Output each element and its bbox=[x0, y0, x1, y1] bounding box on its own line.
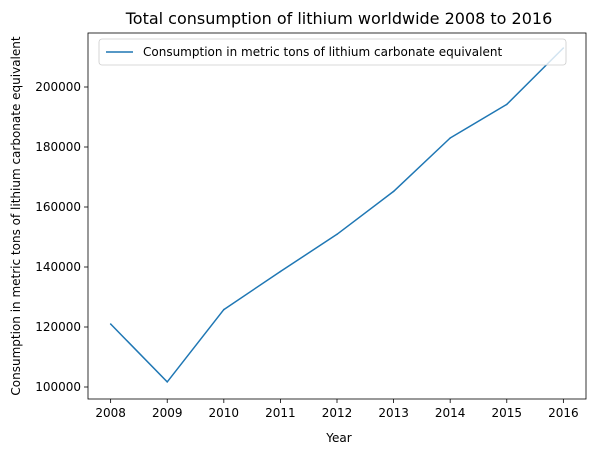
series-line-0 bbox=[110, 47, 564, 383]
y-axis: 100000 120000 140000 160000 180000 200000 bbox=[35, 80, 88, 394]
x-tick-label: 2008 bbox=[95, 406, 126, 420]
data-point bbox=[505, 103, 508, 106]
y-axis-label: Consumption in metric tons of lithium ca… bbox=[9, 36, 23, 395]
x-axis: 2008 2009 2010 2011 2012 2013 2014 2015 2016 bbox=[95, 399, 579, 420]
y-tick-label: 100000 bbox=[35, 380, 81, 394]
x-tick-label: 2012 bbox=[322, 406, 353, 420]
x-tick-label: 2011 bbox=[265, 406, 296, 420]
legend-box bbox=[98, 38, 567, 66]
y-tick-label: 180000 bbox=[35, 140, 81, 154]
data-point bbox=[223, 308, 225, 311]
chart-title: Total consumption of lithium worldwide 2… bbox=[125, 9, 553, 28]
x-axis-label: Year bbox=[325, 431, 351, 445]
legend-entry: Consumption in metric tons of lithium ca… bbox=[143, 45, 502, 59]
series-group bbox=[109, 47, 565, 383]
x-tick-label: 2010 bbox=[209, 406, 240, 420]
plot-frame bbox=[87, 32, 587, 400]
data-point bbox=[336, 233, 338, 236]
data-point bbox=[109, 323, 112, 325]
legend: Consumption in metric tons of lithium ca… bbox=[98, 38, 567, 66]
x-tick-label: 2016 bbox=[548, 406, 579, 420]
x-tick-label: 2014 bbox=[435, 406, 466, 420]
y-tick-label: 200000 bbox=[35, 80, 81, 94]
data-point bbox=[392, 190, 395, 193]
y-tick-label: 140000 bbox=[35, 260, 81, 274]
data-point bbox=[449, 137, 451, 139]
y-tick-label: 160000 bbox=[35, 200, 81, 214]
data-point bbox=[166, 381, 169, 383]
x-tick-label: 2009 bbox=[152, 406, 183, 420]
x-tick-label: 2013 bbox=[378, 406, 409, 420]
data-point bbox=[279, 270, 282, 273]
y-tick-label: 120000 bbox=[35, 320, 81, 334]
x-tick-label: 2015 bbox=[491, 406, 522, 420]
